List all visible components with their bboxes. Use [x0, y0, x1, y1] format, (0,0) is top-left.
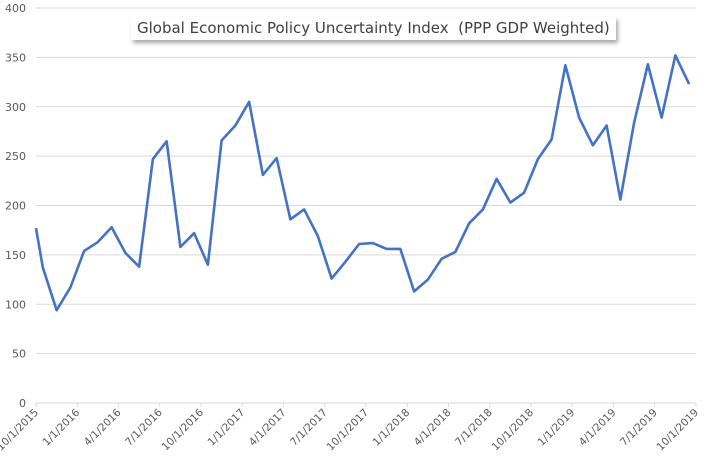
x-tick-label: 4/1/2019 [577, 407, 619, 449]
y-tick-label: 350 [5, 51, 26, 64]
x-axis-tick-labels: 10/1/2015 1/1/2016 4/1/2016 7/1/201610/1/20… [0, 406, 701, 453]
y-tick-label: 0 [19, 397, 26, 410]
x-tick-label: 1/1/2017 [206, 407, 248, 449]
x-tick-label: 4/1/2016 [82, 406, 124, 448]
x-tick-label: 4/1/2018 [412, 407, 454, 449]
x-tick-label: 10/1/2017 [325, 407, 372, 454]
x-tick-label: 7/1/2018 [453, 407, 495, 449]
y-tick-label: 300 [5, 101, 26, 114]
y-tick-label: 50 [12, 348, 26, 361]
series-layer [34, 54, 691, 312]
y-tick-label: 100 [5, 298, 26, 311]
x-tick-label: 10/1/2015 [0, 407, 41, 454]
x-tick-label: 10/1/2016 [160, 406, 207, 453]
y-tick-label: 400 [5, 2, 26, 15]
x-tick-label: 10/1/2019 [655, 407, 702, 454]
x-tick-label: 4/1/2017 [247, 407, 289, 449]
x-tick-label: 7/1/2017 [288, 407, 330, 449]
x-tick-label: 1/1/2016 [41, 406, 83, 448]
x-tick-label: 7/1/2019 [618, 407, 660, 449]
chart-title: Global Economic Policy Uncertainty Index… [131, 17, 616, 40]
y-tick-label: 150 [5, 249, 26, 262]
x-tick-label: 7/1/2016 [123, 406, 165, 448]
x-axis [35, 402, 697, 407]
series-line [34, 54, 691, 312]
y-axis-ticks: 0 50 100 150 200 250 300 350 400 [5, 2, 26, 410]
gridlines [36, 7, 696, 355]
x-tick-label: 1/1/2018 [371, 407, 413, 449]
x-tick-label: 10/1/2018 [490, 407, 537, 454]
y-tick-label: 250 [5, 150, 26, 163]
x-tick-label: 1/1/2019 [536, 407, 578, 449]
y-tick-label: 200 [5, 200, 26, 213]
